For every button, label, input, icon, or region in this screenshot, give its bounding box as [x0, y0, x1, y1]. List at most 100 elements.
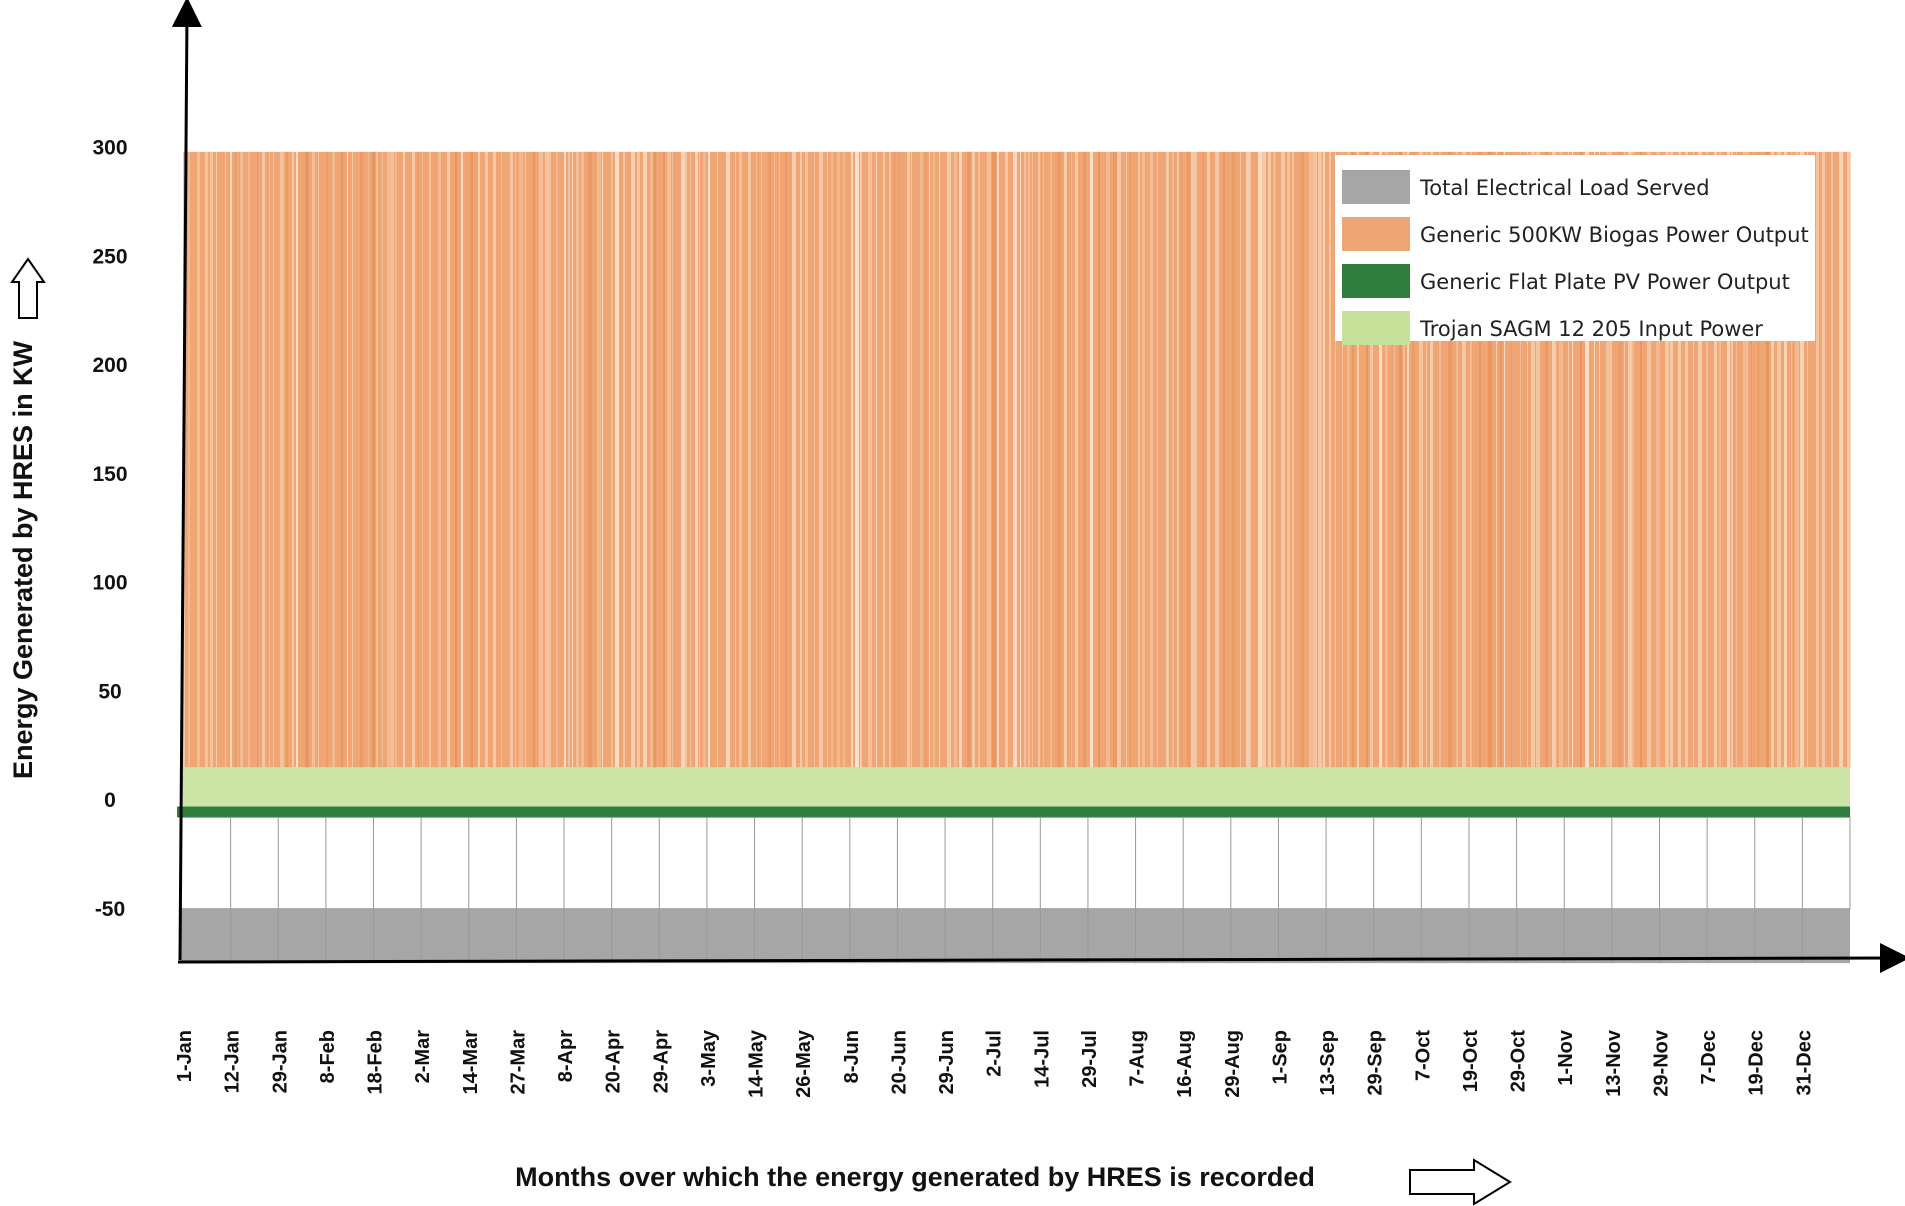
biogas-stripe	[501, 151, 502, 768]
biogas-stripe	[1157, 151, 1158, 768]
biogas-stripe	[1771, 151, 1774, 768]
biogas-stripe	[372, 151, 375, 768]
biogas-stripe	[230, 151, 232, 768]
x-tick-label: 8-Feb	[317, 1030, 339, 1083]
x-tick-label: 18-Feb	[365, 1030, 387, 1094]
biogas-stripe	[347, 151, 348, 768]
biogas-stripe	[1698, 151, 1702, 768]
biogas-stripe	[1370, 151, 1373, 768]
biogas-stripe	[1545, 151, 1548, 768]
biogas-stripe	[352, 151, 353, 768]
biogas-stripe	[1166, 151, 1169, 768]
x-tick-label: 1-Sep	[1270, 1030, 1292, 1084]
biogas-stripe	[814, 151, 815, 768]
biogas-stripe	[1531, 151, 1535, 768]
biogas-stripe	[556, 151, 558, 768]
biogas-stripe	[1394, 151, 1395, 768]
x-tick-label: 29-Oct	[1508, 1030, 1530, 1093]
biogas-stripe	[581, 151, 584, 768]
biogas-stripe	[1347, 151, 1350, 768]
biogas-stripe	[1430, 151, 1433, 768]
biogas-stripe	[1511, 151, 1512, 768]
biogas-stripe	[216, 151, 217, 768]
biogas-stripe	[1795, 151, 1799, 768]
biogas-stripe	[1038, 151, 1040, 768]
biogas-stripe	[597, 151, 601, 768]
biogas-stripe	[1647, 151, 1651, 768]
biogas-stripe	[470, 151, 473, 768]
biogas-stripe	[1309, 151, 1313, 768]
biogas-stripe	[1488, 151, 1492, 768]
biogas-stripe	[515, 151, 516, 768]
biogas-stripe	[947, 151, 951, 768]
right-arrow-icon	[1409, 1158, 1512, 1206]
biogas-stripe	[1005, 151, 1008, 768]
up-arrow-icon-shape	[10, 257, 46, 319]
x-tick-label: 7-Dec	[1698, 1030, 1720, 1084]
biogas-stripe	[188, 151, 190, 768]
biogas-stripe	[1138, 151, 1140, 768]
biogas-stripe	[837, 151, 840, 768]
biogas-stripe	[1379, 151, 1382, 768]
x-tick-label: 13-Sep	[1317, 1030, 1339, 1096]
x-tick-label: 2-Jul	[984, 1030, 1006, 1077]
biogas-stripe	[1292, 151, 1294, 768]
biogas-stripe	[269, 151, 270, 768]
biogas-stripe	[235, 151, 236, 768]
biogas-stripe	[210, 151, 213, 768]
biogas-stripe	[1258, 151, 1262, 768]
biogas-stripe	[1287, 151, 1290, 768]
biogas-stripe	[1610, 151, 1612, 768]
biogas-stripe	[623, 151, 625, 768]
biogas-stripe	[519, 151, 523, 768]
x-tick-label: 27-Mar	[507, 1030, 529, 1095]
legend-label-load: Total Electrical Load Served	[1419, 176, 1710, 200]
biogas-stripe	[368, 151, 369, 768]
biogas-stripe	[1419, 151, 1423, 768]
biogas-stripe	[1071, 151, 1072, 768]
biogas-stripe	[376, 151, 378, 768]
biogas-stripe	[1470, 151, 1472, 768]
biogas-stripe	[576, 151, 579, 768]
biogas-stripe	[1075, 151, 1078, 768]
x-tick-label: 8-Apr	[555, 1030, 577, 1082]
biogas-stripe	[1117, 151, 1121, 768]
x-tick-label: 1-Jan	[174, 1030, 196, 1082]
biogas-stripe	[717, 151, 718, 768]
biogas-stripe	[588, 151, 592, 768]
y-tick-label: 200	[92, 354, 127, 377]
biogas-stripe	[1262, 151, 1266, 768]
biogas-stripe	[860, 151, 862, 768]
biogas-stripe	[1323, 151, 1325, 768]
biogas-stripe	[1043, 151, 1044, 768]
y-tick-label: 50	[98, 680, 121, 703]
biogas-stripe	[412, 151, 415, 768]
x-tick-label: 2-Mar	[412, 1030, 434, 1084]
biogas-stripe	[447, 151, 450, 768]
biogas-stripe	[1822, 151, 1825, 768]
biogas-stripe	[510, 151, 513, 768]
biogas-stripe	[341, 151, 343, 768]
biogas-stripe	[1632, 151, 1634, 768]
biogas-stripe	[631, 151, 635, 768]
biogas-stripe	[1766, 151, 1769, 768]
biogas-stripe	[992, 151, 996, 768]
biogas-stripe	[1456, 151, 1458, 768]
biogas-stripe	[403, 151, 405, 768]
biogas-stripe	[667, 151, 671, 768]
biogas-stripe	[1385, 151, 1388, 768]
y-axis-title: Energy Generated by HRES in KW	[8, 340, 38, 779]
biogas-stripe	[1181, 151, 1182, 768]
x-tick-label: 20-Apr	[603, 1030, 625, 1094]
x-tick-label: 29-Jun	[936, 1030, 958, 1094]
biogas-stripe	[685, 151, 687, 768]
series-pv-area	[177, 806, 1850, 818]
y-tick-label: -50	[95, 898, 125, 921]
biogas-stripe	[1083, 151, 1086, 768]
biogas-stripe	[549, 151, 551, 768]
biogas-stripe	[429, 151, 431, 768]
biogas-stripe	[703, 151, 706, 768]
biogas-stripe	[1106, 151, 1110, 768]
biogas-stripe	[1142, 151, 1145, 768]
biogas-stripe	[978, 151, 980, 768]
